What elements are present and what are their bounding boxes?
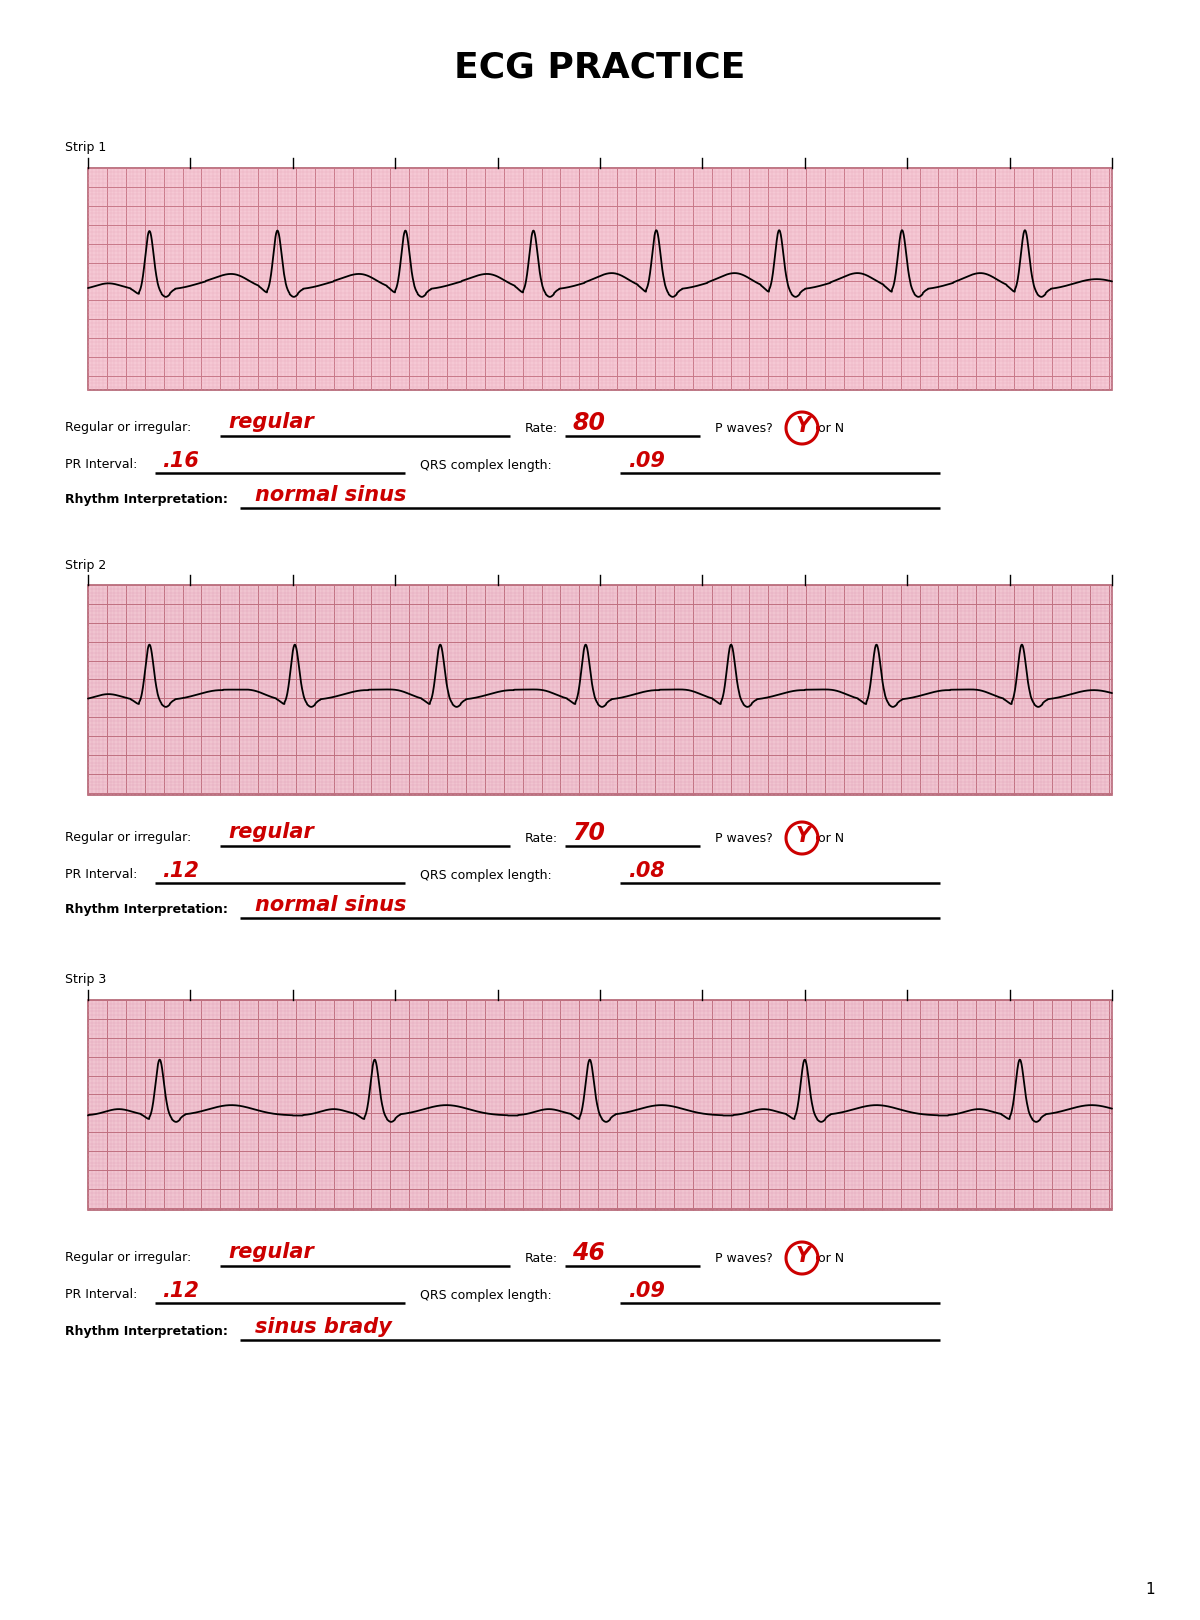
Text: sinus brady: sinus brady [256, 1317, 392, 1336]
Text: Strip 2: Strip 2 [65, 559, 107, 572]
Text: ECG PRACTICE: ECG PRACTICE [455, 50, 745, 84]
Text: QRS complex length:: QRS complex length: [420, 1288, 552, 1301]
Text: .08: .08 [628, 860, 665, 881]
Bar [88, 1000, 1112, 1210]
Text: 80: 80 [572, 411, 605, 436]
Text: Regular or irregular:: Regular or irregular: [65, 421, 191, 434]
Bar [88, 585, 1112, 795]
Bar [88, 168, 1112, 390]
Text: Rhythm Interpretation:: Rhythm Interpretation: [65, 1325, 228, 1338]
Text: PR Interval:: PR Interval: [65, 458, 137, 471]
Text: normal sinus: normal sinus [256, 484, 407, 505]
Text: Y: Y [796, 416, 811, 436]
Text: Regular or irregular:: Regular or irregular: [65, 831, 191, 844]
Text: or N: or N [818, 421, 844, 434]
Text: regular: regular [228, 411, 313, 433]
Text: Rhythm Interpretation:: Rhythm Interpretation: [65, 494, 228, 507]
Text: Strip 1: Strip 1 [65, 141, 107, 154]
Text: .09: .09 [628, 450, 665, 471]
Text: normal sinus: normal sinus [256, 894, 407, 915]
Text: P waves?: P waves? [715, 831, 773, 844]
Text: QRS complex length:: QRS complex length: [420, 868, 552, 881]
Text: P waves?: P waves? [715, 421, 773, 434]
Text: 70: 70 [572, 821, 605, 846]
Text: Y: Y [796, 1246, 811, 1265]
Text: regular: regular [228, 1243, 313, 1262]
Text: 46: 46 [572, 1241, 605, 1265]
Text: regular: regular [228, 821, 313, 842]
Text: Rate:: Rate: [526, 831, 558, 844]
Text: QRS complex length:: QRS complex length: [420, 458, 552, 471]
Text: Y: Y [796, 826, 811, 846]
Text: Rate:: Rate: [526, 421, 558, 434]
Text: Rhythm Interpretation:: Rhythm Interpretation: [65, 904, 228, 917]
Text: .09: .09 [628, 1281, 665, 1301]
Text: Strip 3: Strip 3 [65, 974, 107, 987]
Text: P waves?: P waves? [715, 1252, 773, 1265]
Text: .16: .16 [162, 450, 199, 471]
Text: PR Interval:: PR Interval: [65, 1288, 137, 1301]
Text: .12: .12 [162, 860, 199, 881]
Text: Regular or irregular:: Regular or irregular: [65, 1252, 191, 1265]
Text: or N: or N [818, 831, 844, 844]
Text: 1: 1 [1145, 1583, 1154, 1597]
Text: or N: or N [818, 1252, 844, 1265]
Text: .12: .12 [162, 1281, 199, 1301]
Text: Rate:: Rate: [526, 1252, 558, 1265]
Text: PR Interval:: PR Interval: [65, 868, 137, 881]
